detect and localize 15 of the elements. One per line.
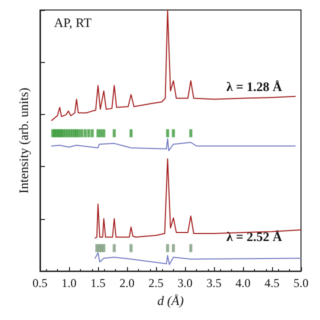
- annotation: λ = 1.28 Å: [226, 79, 283, 94]
- x-tick-label: 1.5: [90, 276, 106, 290]
- annotation: λ = 2.52 Å: [226, 229, 283, 244]
- x-tick-label: 3.0: [178, 276, 192, 290]
- x-tick-label: 4.0: [236, 276, 250, 290]
- y-axis-title: Intensity (arb. units): [16, 88, 31, 194]
- x-tick-label: 2.0: [120, 276, 134, 290]
- x-tick-label: 2.5: [148, 276, 164, 290]
- x-tick-label: 3.5: [206, 276, 222, 290]
- x-tick-label: 1.0: [62, 276, 76, 290]
- x-axis-title: d (Å): [157, 293, 184, 308]
- x-tick-label: 5.0: [294, 276, 308, 290]
- annotation: AP, RT: [54, 15, 92, 30]
- x-tick-label: 0.5: [32, 276, 48, 290]
- x-tick-label: 4.5: [264, 276, 280, 290]
